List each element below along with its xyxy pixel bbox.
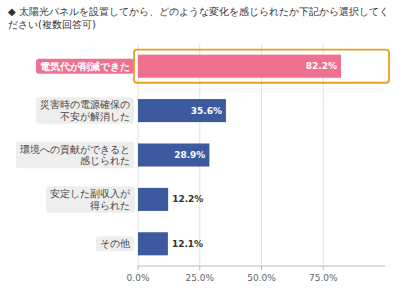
tick-mark — [323, 266, 324, 270]
tick-label: 50.0% — [247, 273, 276, 283]
tick-label: 0.0% — [127, 273, 150, 283]
category-label-line: 不安が解消した — [60, 111, 130, 122]
category-label-bg — [46, 186, 135, 213]
category-label-group: 環境への貢献ができると感じられた — [16, 142, 134, 169]
category-label-bg — [36, 97, 134, 124]
data-label: 82.2% — [306, 61, 337, 71]
category-label: 安定した副収入が得られた — [50, 188, 131, 211]
data-label: 28.9% — [174, 150, 205, 160]
bar — [138, 188, 168, 211]
category-label-bg — [16, 142, 134, 169]
bar — [138, 99, 226, 122]
x-axis-line — [138, 266, 385, 267]
x-ticks: 0.0% 25.0% 50.0% 75.0% — [127, 266, 338, 283]
bars — [138, 55, 341, 256]
tick-label: 25.0% — [185, 273, 214, 283]
tick-mark — [261, 266, 262, 270]
title-line: ださい(複数回答可) — [8, 19, 96, 30]
category-label-line: 得られた — [90, 200, 130, 211]
category-label-bg — [96, 236, 134, 251]
category-label-bg — [36, 59, 134, 74]
title-line: ◆ 太陽光パネルを設置してから、どのような変化を感じられたか下記から選択してく — [8, 6, 389, 17]
bar — [138, 232, 168, 255]
category-label: 電気代が削減できた — [40, 61, 130, 72]
data-label: 12.1% — [172, 239, 203, 249]
tick-mark — [199, 266, 200, 270]
category-label-group: その他 — [96, 236, 134, 251]
bar — [138, 143, 209, 166]
chart: ◆ 太陽光パネルを設置してから、どのような変化を感じられたか下記から選択してくだ… — [0, 0, 400, 300]
category-label-group: 電気代が削減できた — [36, 59, 134, 74]
category-label-line: 電気代が削減できた — [40, 61, 130, 72]
category-label-line: 災害時の電源確保の — [40, 99, 130, 110]
category-label-line: 安定した副収入が — [50, 188, 131, 199]
category-label-group: 安定した副収入が得られた — [46, 186, 135, 213]
tick-label: 75.0% — [309, 273, 338, 283]
category-label-line: 感じられた — [80, 155, 130, 166]
bar — [138, 55, 341, 78]
data-label: 12.2% — [172, 194, 203, 204]
category-label-line: その他 — [100, 238, 130, 249]
data-label: 35.6% — [191, 106, 222, 116]
category-label-line: 環境への貢献ができると — [20, 144, 130, 155]
data-labels: 82.2% 35.6% 28.9% 12.2% 12.1% — [172, 61, 337, 249]
tick-mark — [138, 266, 139, 270]
category-label-group: 災害時の電源確保の不安が解消した — [36, 97, 134, 124]
category-label: 災害時の電源確保の不安が解消した — [40, 99, 130, 122]
category-labels: 電気代が削減できた災害時の電源確保の不安が解消した環境への貢献ができると感じられ… — [16, 59, 135, 252]
title: ◆ 太陽光パネルを設置してから、どのような変化を感じられたか下記から選択してくだ… — [8, 6, 389, 30]
category-label: 環境への貢献ができると感じられた — [20, 144, 130, 167]
category-label: その他 — [100, 238, 130, 249]
highlight-box — [134, 50, 389, 83]
